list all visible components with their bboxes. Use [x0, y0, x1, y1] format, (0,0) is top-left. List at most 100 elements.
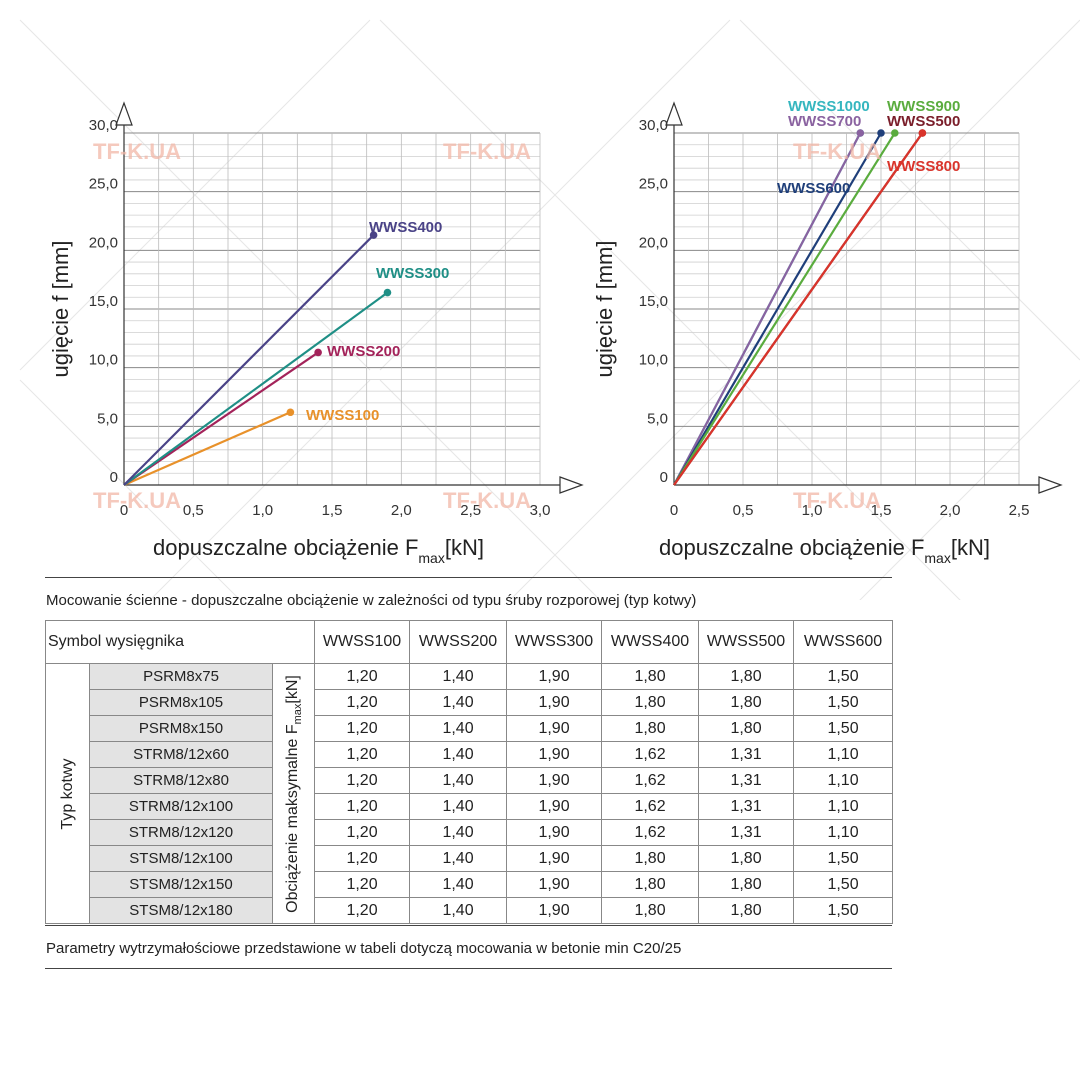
value-cell: 1,90	[506, 871, 603, 898]
background-line	[509, 379, 731, 600]
x-tick-label: 2,0	[391, 502, 412, 519]
y-axis-arrow	[665, 101, 683, 126]
series-label: WWSS800	[887, 158, 960, 175]
value-cell: 1,90	[506, 741, 603, 768]
footnote-rule	[45, 968, 892, 969]
value-label-unit: [kN]	[283, 674, 301, 704]
value-cell: 1,50	[793, 663, 894, 690]
series-label: WWSS100	[306, 407, 379, 424]
column-header: WWSS600	[793, 620, 894, 664]
value-cell: 1,40	[409, 689, 508, 716]
chart-left: 0 5,0 10,0 15,0 20,0 25,0 30,0 0 0,5 1,0 1,5 2,0 2,5…	[48, 101, 584, 566]
y-axis-title: ugięcie f [mm]	[592, 241, 617, 378]
watermark-text: TF-K.UA	[93, 139, 181, 164]
table-footnote: Parametry wytrzymałościowe przedstawione…	[46, 940, 682, 957]
series-line	[673, 132, 862, 486]
watermark-text: TF-K.UA	[93, 488, 181, 513]
table-header-row: Symbol wysięgnika WWSS100 WWSS200 WWSS30…	[44, 620, 894, 664]
table-top-rule	[45, 577, 892, 578]
series-endpoint	[891, 129, 899, 137]
series-label: WWSS200	[327, 343, 400, 360]
background-line	[379, 379, 601, 600]
value-cell: 1,80	[601, 715, 700, 742]
anchor-type-cell: STSM8/12x150	[89, 871, 273, 898]
anchor-type-cell: PSRM8x75	[89, 663, 273, 690]
anchor-type-cell: STRM8/12x120	[89, 819, 273, 846]
table-title: Mocowanie ścienne - dopuszczalne obciąże…	[46, 592, 697, 609]
row-group-cell: Typ kotwy	[45, 663, 90, 924]
value-cell: 1,10	[793, 741, 894, 768]
value-cell: 1,50	[793, 715, 894, 742]
value-cell: 1,50	[793, 845, 894, 872]
value-cell: 1,90	[506, 767, 603, 794]
y-tick-label: 20,0	[639, 234, 668, 251]
table-row: STRM8/12x100 1,20 1,40 1,90 1,62 1,31 1,10	[46, 793, 894, 820]
series-label: WWSS300	[376, 265, 449, 282]
series-line	[123, 411, 291, 487]
watermark-text: TF-K.UA	[443, 139, 531, 164]
column-header: WWSS500	[698, 620, 795, 664]
column-header: WWSS100	[314, 620, 411, 664]
table-row: STSM8/12x150 1,20 1,40 1,90 1,80 1,80 1,50	[46, 871, 894, 898]
value-cell: 1,31	[698, 741, 795, 768]
background-line	[379, 19, 731, 371]
y-tick-label: 15,0	[639, 293, 668, 310]
value-cell: 1,50	[793, 689, 894, 716]
x-axis-arrow	[1038, 476, 1063, 494]
value-cell: 1,20	[314, 715, 411, 742]
series-endpoint	[369, 231, 378, 239]
value-cell: 1,80	[698, 897, 795, 924]
value-cell: 1,20	[314, 663, 411, 690]
value-cell: 1,80	[601, 663, 700, 690]
value-cell: 1,40	[409, 767, 508, 794]
y-tick-label: 5,0	[97, 410, 118, 427]
value-cell: 1,20	[314, 845, 411, 872]
symbol-header: Symbol wysięgnika	[44, 620, 316, 664]
value-cell: 1,80	[698, 715, 795, 742]
value-cell: 1,20	[314, 793, 411, 820]
table-row: STSM8/12x180 1,20 1,40 1,90 1,80 1,80 1,50	[46, 897, 894, 924]
table-row: PSRM8x150 1,20 1,40 1,90 1,80 1,80 1,50	[46, 715, 894, 742]
value-cell: 1,50	[793, 871, 894, 898]
value-cell: 1,80	[601, 871, 700, 898]
value-cell: 1,62	[601, 793, 700, 820]
value-cell: 1,80	[601, 897, 700, 924]
value-cell: 1,90	[506, 715, 603, 742]
value-cell: 1,80	[698, 663, 795, 690]
y-tick-label: 25,0	[639, 176, 668, 193]
y-tick-label: 25,0	[89, 176, 118, 193]
value-cell: 1,20	[314, 689, 411, 716]
load-table: Symbol wysięgnika WWSS100 WWSS200 WWSS30…	[44, 620, 894, 924]
x-tick-label: 3,0	[530, 502, 551, 519]
value-cell: 1,10	[793, 819, 894, 846]
x-tick-label: 1,0	[252, 502, 273, 519]
series-line	[673, 132, 882, 486]
value-cell: 1,62	[601, 741, 700, 768]
value-cell: 1,20	[314, 819, 411, 846]
y-tick-label: 15,0	[89, 293, 118, 310]
watermark-text: TF-K.UA	[793, 139, 881, 164]
x-tick-label: 1,0	[802, 502, 823, 519]
series-line	[123, 234, 375, 486]
y-tick-label: 5,0	[647, 410, 668, 427]
x-tick-label: 2,0	[940, 502, 961, 519]
value-cell: 1,80	[698, 845, 795, 872]
y-tick-label: 10,0	[639, 352, 668, 369]
value-label: Obciążenie maksymalne Fmax[kN]	[283, 675, 303, 913]
table-row: Typ kotwy PSRM8x75 Obciążenie maksymalne F…	[45, 663, 894, 924]
y-tick-label: 0	[110, 469, 118, 486]
table-row: STSM8/12x100 1,20 1,40 1,90 1,80 1,80 1,50	[46, 845, 894, 872]
value-cell: 1,90	[506, 845, 603, 872]
value-cell: 1,31	[698, 767, 795, 794]
x-axis-arrow	[559, 476, 584, 494]
series-label: WWSS700	[788, 113, 861, 130]
row-group-label: Typ kotwy	[58, 757, 76, 830]
value-label-sub: max	[291, 703, 304, 724]
value-cell: 1,62	[601, 819, 700, 846]
value-cell: 1,90	[506, 793, 603, 820]
series-line	[123, 351, 319, 486]
value-cell: 1,20	[314, 871, 411, 898]
series-endpoint	[856, 129, 865, 137]
column-header: WWSS400	[601, 620, 700, 664]
value-cell: 1,40	[409, 663, 508, 690]
